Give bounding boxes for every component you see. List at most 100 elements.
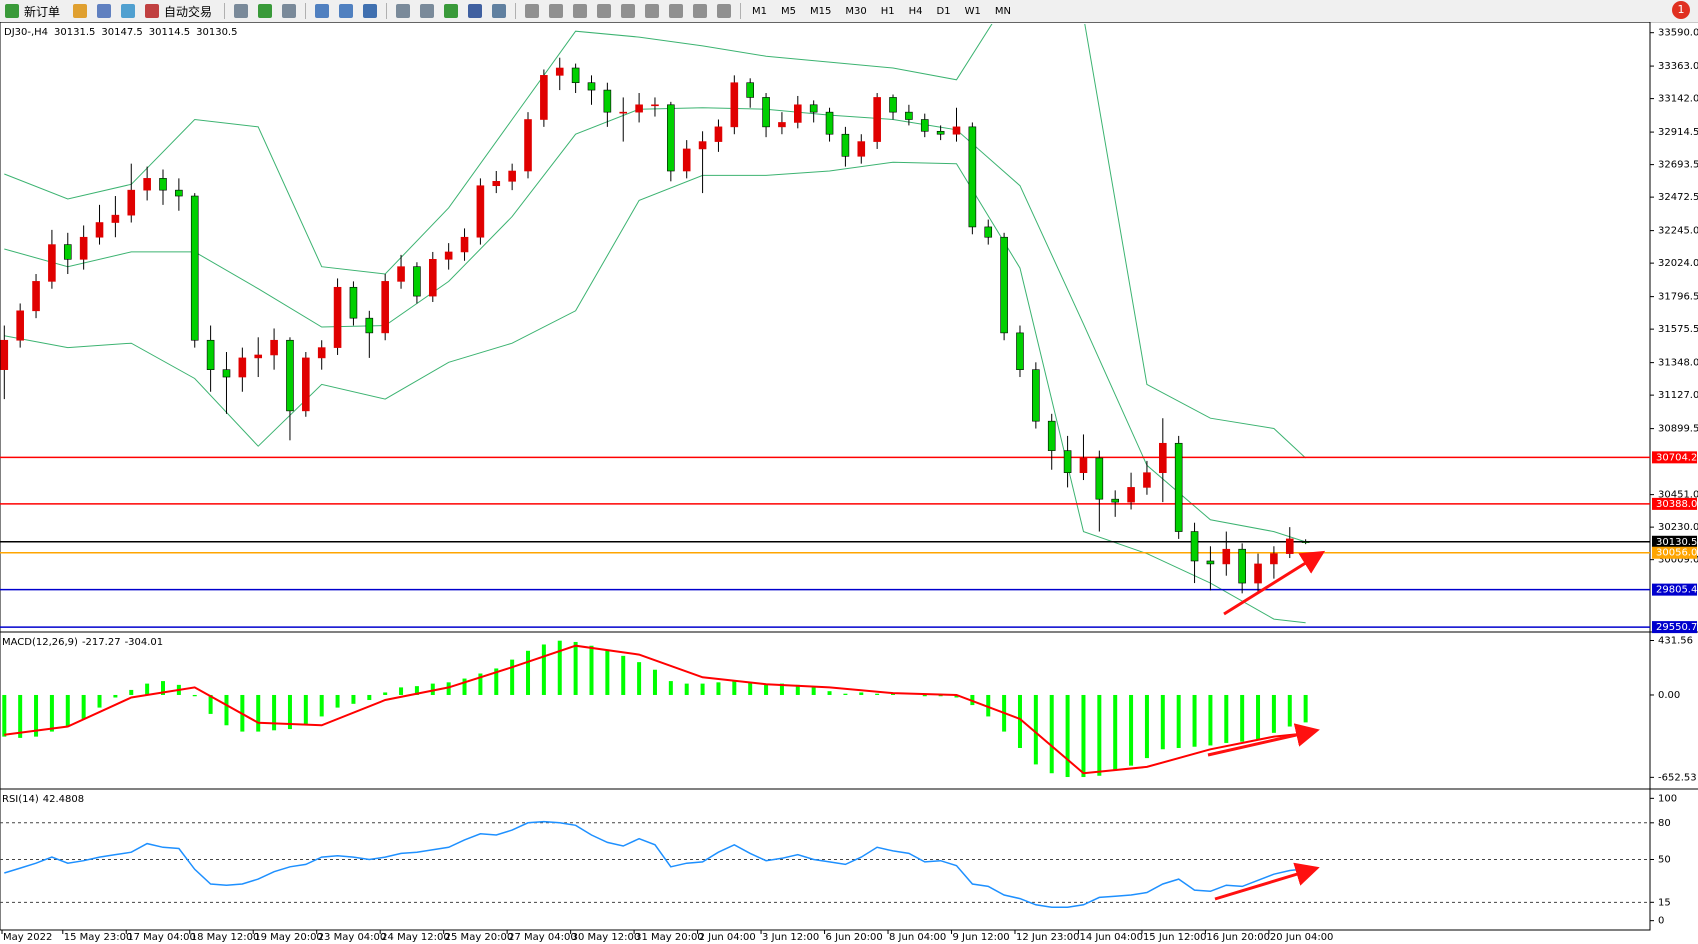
macd-bar: [1271, 694, 1276, 733]
macd-bar: [414, 686, 419, 695]
y-tick-label: 33142.0: [1658, 94, 1698, 105]
vline[interactable]: [573, 4, 588, 18]
timeframe-button[interactable]: H4: [908, 5, 923, 17]
icon[interactable]: [121, 4, 136, 18]
macd-bar: [1303, 694, 1308, 723]
icon[interactable]: [97, 4, 112, 18]
candle-body: [1222, 548, 1231, 565]
zoom-out[interactable]: [339, 4, 354, 18]
macd-bar: [526, 650, 531, 695]
macd-bar: [1097, 694, 1102, 776]
candle-body: [238, 357, 247, 378]
ohlc-value: 30114.5: [149, 27, 190, 38]
y-tick-label: 50: [1658, 855, 1671, 866]
y-tick-label: 15: [1658, 897, 1671, 908]
zoom-in[interactable]: [315, 4, 330, 18]
macd-bar: [1033, 694, 1038, 765]
channel[interactable]: [645, 4, 660, 18]
new-order-button[interactable]: 新订单: [24, 4, 61, 19]
timeframe-button[interactable]: W1: [964, 5, 981, 17]
level-label: 29805.4: [1656, 585, 1697, 596]
bollinger-band: [4, 161, 1306, 624]
timeframe-button[interactable]: M15: [810, 5, 832, 17]
icon[interactable]: [258, 4, 273, 18]
value: -304.01: [125, 637, 164, 648]
y-tick-label: 0.00: [1658, 690, 1680, 701]
macd-bar: [113, 694, 118, 698]
timeframe-button[interactable]: M5: [781, 5, 797, 17]
candle-body: [809, 104, 818, 113]
bollinger-band: [4, 24, 1306, 459]
icon[interactable]: [492, 4, 507, 18]
macd-bar: [367, 694, 372, 701]
candle-body: [667, 104, 675, 172]
icon[interactable]: [73, 4, 88, 18]
candle-body: [841, 133, 850, 157]
x-tick-label: 24 May 12:00: [381, 932, 450, 943]
label-tool[interactable]: [693, 4, 708, 18]
level-label-bg: [1652, 621, 1697, 634]
hline[interactable]: [597, 4, 612, 18]
timeframe-button[interactable]: M1: [752, 5, 768, 17]
macd-bar: [557, 640, 562, 695]
candle-body: [873, 97, 881, 142]
y-tick-label: 31575.5: [1658, 324, 1698, 335]
level-label: 30056.0: [1656, 548, 1697, 559]
arrows[interactable]: [717, 4, 732, 18]
icon[interactable]: [396, 4, 411, 18]
x-tick-label: 16 Jun 20:00: [1206, 932, 1270, 943]
x-tick-label: 19 May 20:00: [254, 932, 323, 943]
cursor[interactable]: [525, 4, 540, 18]
macd-bar: [843, 693, 848, 695]
candle-body: [302, 357, 310, 412]
level-label: 30704.2: [1656, 452, 1697, 463]
macd-bar: [1224, 694, 1229, 743]
timeframe-button[interactable]: D1: [936, 5, 951, 17]
y-tick-label: -652.53: [1658, 772, 1697, 783]
notification-badge[interactable]: 1: [1672, 1, 1690, 19]
candle-body: [698, 141, 707, 150]
candle-body: [190, 195, 199, 341]
icon[interactable]: [234, 4, 249, 18]
icon[interactable]: [282, 4, 297, 18]
candle-body: [0, 339, 9, 370]
candle-body: [63, 244, 72, 260]
level-label: 30130.5: [1656, 537, 1697, 548]
candle-body: [143, 178, 151, 191]
candle-body: [222, 369, 231, 378]
timeframe-button[interactable]: M30: [845, 5, 867, 17]
icon[interactable]: [420, 4, 435, 18]
candle-body: [1254, 563, 1262, 584]
auto-trading-button[interactable]: 自动交易: [164, 4, 213, 19]
candle-body: [587, 82, 596, 91]
macd-bar: [1208, 694, 1213, 746]
crosshair[interactable]: [549, 4, 564, 18]
candle-body: [333, 286, 342, 348]
separator: [740, 3, 742, 19]
icon[interactable]: [444, 4, 459, 18]
macd-bar: [700, 683, 705, 695]
auto-trading-icon[interactable]: [145, 4, 160, 18]
macd-bar: [1081, 694, 1086, 778]
candle-body: [1000, 236, 1008, 334]
y-tick-label: 30009.0: [1658, 555, 1698, 566]
timeframe-button[interactable]: H1: [880, 5, 895, 17]
candle-body: [428, 259, 437, 297]
candle-body: [1095, 457, 1104, 500]
text-tool[interactable]: [669, 4, 684, 18]
macd-bar: [351, 694, 356, 704]
timeframe-button[interactable]: MN: [994, 5, 1011, 17]
ohlc-value: 30147.5: [101, 27, 142, 38]
x-tick-label: 12 Jun 23:00: [1016, 932, 1080, 943]
y-tick-label: 33590.0: [1658, 28, 1698, 39]
macd-bar: [49, 694, 54, 732]
macd-bar: [1160, 694, 1165, 750]
icon[interactable]: [363, 4, 378, 18]
macd-bar: [287, 694, 292, 730]
candle-body: [1111, 498, 1119, 503]
new-order-icon[interactable]: [5, 4, 19, 18]
candle-body: [349, 286, 358, 319]
y-tick-label: 31127.0: [1658, 390, 1698, 401]
icon[interactable]: [468, 4, 483, 18]
trendline[interactable]: [621, 4, 636, 18]
